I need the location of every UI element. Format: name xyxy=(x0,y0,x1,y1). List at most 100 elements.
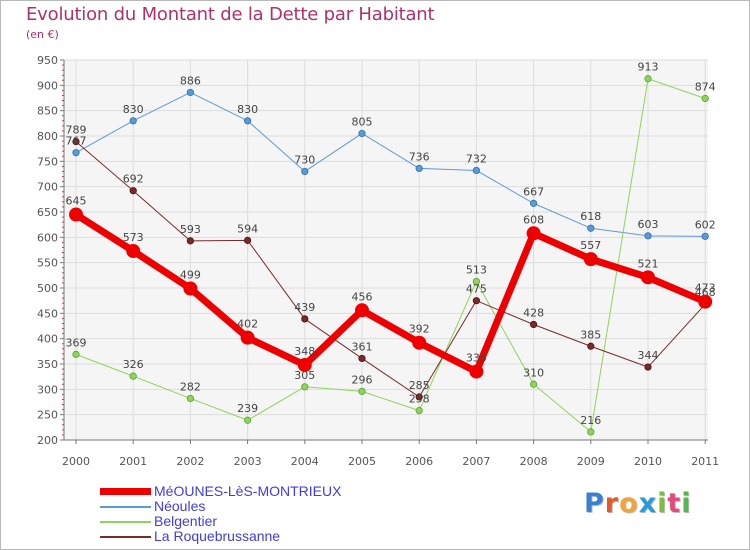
proxiti-logo: Proxiti xyxy=(584,488,692,519)
data-label: 344 xyxy=(638,349,659,362)
data-point xyxy=(529,320,538,329)
data-point xyxy=(472,277,480,286)
data-point xyxy=(358,354,366,363)
data-label: 285 xyxy=(409,379,430,392)
legend-swatch xyxy=(100,506,151,508)
y-tick-label: 800 xyxy=(37,130,58,143)
data-point xyxy=(472,297,480,305)
y-tick-label: 850 xyxy=(37,105,58,118)
data-label: 736 xyxy=(409,150,430,163)
chart-title: Evolution du Montant de la Dette par Hab… xyxy=(26,4,435,25)
data-label: 767 xyxy=(66,135,87,148)
legend-swatch xyxy=(100,488,151,495)
data-label: 667 xyxy=(523,185,544,198)
legend-item-belgentier: Belgentier xyxy=(100,514,400,529)
series-line xyxy=(75,91,706,237)
data-point xyxy=(244,236,252,244)
data-label: 326 xyxy=(123,358,144,371)
data-point xyxy=(186,88,194,97)
data-point xyxy=(129,372,137,380)
y-tick-label: 700 xyxy=(37,181,58,194)
legend-item-neoules: Néoules xyxy=(100,499,400,514)
logo-letter: P xyxy=(584,488,605,519)
data-point xyxy=(69,207,83,222)
data-label: 282 xyxy=(180,380,201,393)
data-label: 456 xyxy=(352,290,373,303)
data-point xyxy=(644,75,652,83)
data-point xyxy=(529,199,538,207)
data-point xyxy=(355,303,369,318)
data-point xyxy=(72,137,80,146)
legend-label: Belgentier xyxy=(154,513,218,529)
data-label: 730 xyxy=(294,153,315,166)
y-tick-label: 950 xyxy=(37,54,58,67)
data-label: 392 xyxy=(409,323,430,336)
y-tick-label: 750 xyxy=(37,155,58,168)
data-label: 258 xyxy=(409,393,430,406)
data-label: 789 xyxy=(66,124,87,137)
data-point xyxy=(698,294,713,309)
data-point xyxy=(587,224,595,232)
y-tick-label: 600 xyxy=(37,231,58,244)
data-label: 428 xyxy=(523,306,544,319)
data-label: 468 xyxy=(695,286,716,299)
data-point xyxy=(301,315,309,323)
data-point xyxy=(126,244,141,259)
data-label: 557 xyxy=(580,239,601,252)
x-tick-label: 2009 xyxy=(577,455,605,468)
data-point xyxy=(183,281,198,296)
chart-unit: (en €) xyxy=(26,28,59,41)
data-point xyxy=(244,416,252,424)
x-tick-label: 2001 xyxy=(119,455,147,468)
data-label: 521 xyxy=(638,257,659,270)
x-tick-label: 2004 xyxy=(291,455,319,468)
data-point xyxy=(526,226,541,241)
data-label: 310 xyxy=(523,366,544,379)
data-point xyxy=(701,94,709,103)
data-label: 886 xyxy=(180,74,201,87)
data-point xyxy=(412,335,427,350)
data-point xyxy=(641,270,655,285)
data-point xyxy=(129,117,137,125)
data-label: 499 xyxy=(180,269,201,282)
data-point xyxy=(415,407,423,415)
data-label: 473 xyxy=(695,282,716,295)
data-point xyxy=(72,149,80,157)
legend-label: Néoules xyxy=(154,498,206,514)
data-point xyxy=(301,383,309,391)
data-point xyxy=(587,342,595,350)
y-tick-label: 500 xyxy=(37,282,58,295)
logo-letter: i xyxy=(657,488,668,519)
data-point xyxy=(583,252,598,267)
logo-letter: r xyxy=(604,488,620,519)
data-point xyxy=(244,117,252,125)
data-label: 608 xyxy=(523,213,544,226)
legend: MéOUNES-LèS-MONTRIEUX Néoules Belgentier… xyxy=(100,484,400,544)
data-label: 594 xyxy=(237,222,258,235)
y-tick-label: 650 xyxy=(37,206,58,219)
data-point xyxy=(297,358,312,373)
data-point xyxy=(644,363,652,371)
data-label: 513 xyxy=(466,263,487,276)
data-label: 348 xyxy=(294,345,315,358)
data-label: 874 xyxy=(695,81,716,94)
data-label: 830 xyxy=(237,103,258,116)
x-tick-label: 2003 xyxy=(234,455,262,468)
x-tick-label: 2006 xyxy=(405,455,433,468)
x-tick-label: 2002 xyxy=(176,455,204,468)
data-label: 335 xyxy=(466,352,487,365)
data-point xyxy=(529,380,538,388)
logo-letter: i xyxy=(681,488,692,519)
data-point xyxy=(415,393,423,401)
data-point xyxy=(644,232,652,240)
data-label: 602 xyxy=(695,218,716,231)
logo-letter: x xyxy=(638,488,658,519)
y-tick-label: 450 xyxy=(37,307,58,320)
data-label: 593 xyxy=(180,223,201,236)
logo-letter: t xyxy=(667,488,682,519)
x-tick-label: 2000 xyxy=(62,455,90,468)
legend-label: La Roquebrussanne xyxy=(154,528,281,544)
legend-swatch xyxy=(100,521,151,523)
data-label: 475 xyxy=(466,283,487,296)
